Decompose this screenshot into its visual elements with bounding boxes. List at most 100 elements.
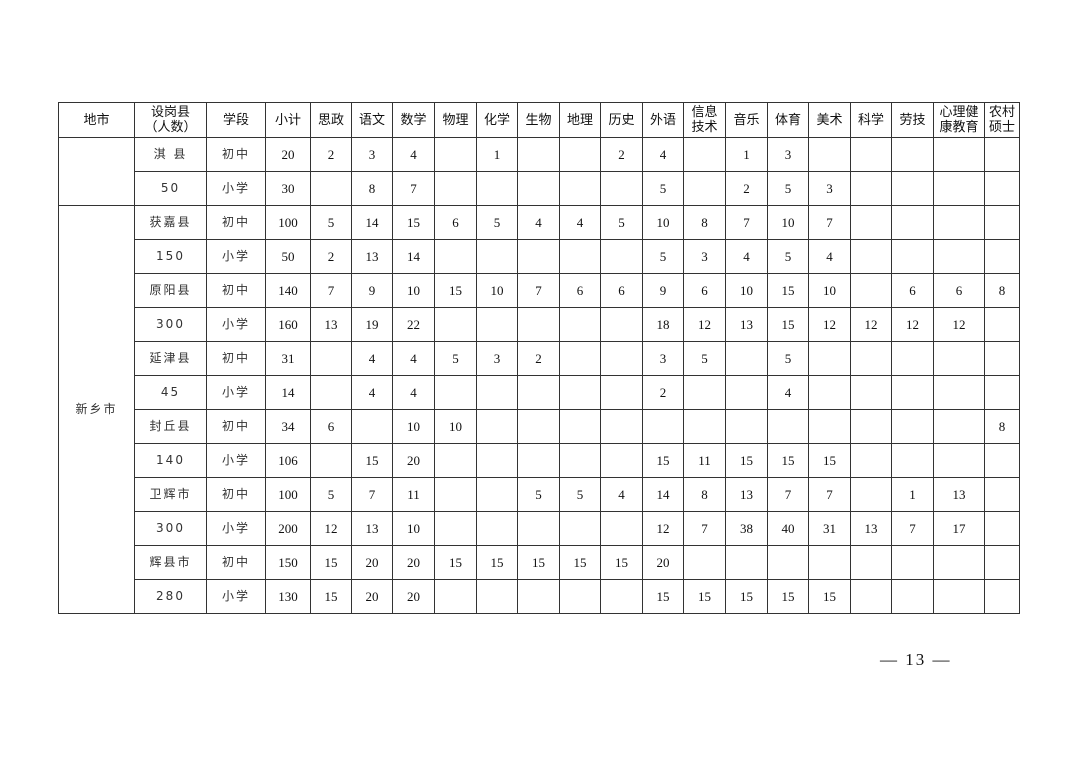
count-cell: 20 bbox=[642, 545, 684, 580]
stage-cell: 小学 bbox=[206, 239, 266, 274]
count-cell: 6 bbox=[600, 273, 643, 308]
table-row: 新乡市 获嘉县 初中 100 5 14 15 6 5 4 4 5 10 8 7 10 7 bbox=[58, 205, 1020, 614]
county-cell: 300 bbox=[134, 511, 207, 546]
header-row: 地市 设岗县（人数） 学段 小计 思政 语文 数学 物理 化学 生物 地理 历史 外语 信息技术 音乐 体育美… bbox=[58, 102, 1020, 138]
count-cell: 10 bbox=[767, 205, 809, 240]
count-cell: 30 bbox=[265, 171, 311, 206]
count-cell: 11 bbox=[392, 477, 435, 512]
count-cell: 2 bbox=[310, 239, 352, 274]
count-cell bbox=[850, 375, 892, 410]
count-cell: 5 bbox=[767, 341, 809, 376]
count-cell bbox=[559, 171, 601, 206]
count-cell bbox=[476, 409, 518, 444]
count-cell bbox=[933, 171, 985, 206]
count-cell bbox=[683, 171, 726, 206]
count-cell bbox=[600, 409, 643, 444]
count-cell: 12 bbox=[891, 307, 934, 342]
count-cell: 14 bbox=[392, 239, 435, 274]
count-cell: 20 bbox=[392, 579, 435, 614]
count-cell bbox=[476, 477, 518, 512]
count-cell: 5 bbox=[642, 239, 684, 274]
column-header: 体育 bbox=[767, 102, 809, 138]
count-cell bbox=[933, 137, 985, 172]
stage-cell: 初中 bbox=[206, 273, 266, 308]
count-cell: 5 bbox=[642, 171, 684, 206]
count-cell bbox=[351, 409, 393, 444]
count-cell bbox=[434, 443, 477, 478]
count-cell: 7 bbox=[310, 273, 352, 308]
count-cell: 13 bbox=[725, 307, 768, 342]
count-cell: 2 bbox=[517, 341, 560, 376]
count-cell: 13 bbox=[351, 239, 393, 274]
table-row: 150 小学 50 2 13 14 5 3 4 5 4 bbox=[59, 239, 1020, 274]
count-cell: 5 bbox=[476, 205, 518, 240]
count-cell: 20 bbox=[351, 545, 393, 580]
column-header: 设岗县（人数） bbox=[134, 102, 207, 138]
stage-cell: 小学 bbox=[206, 579, 266, 614]
count-cell bbox=[310, 171, 352, 206]
count-cell: 10 bbox=[642, 205, 684, 240]
count-cell bbox=[600, 239, 643, 274]
count-cell: 12 bbox=[850, 307, 892, 342]
count-cell bbox=[434, 137, 477, 172]
count-cell bbox=[559, 375, 601, 410]
column-header: 地市 bbox=[58, 102, 135, 138]
count-cell: 5 bbox=[683, 341, 726, 376]
stage-cell: 初中 bbox=[206, 545, 266, 580]
count-cell bbox=[725, 341, 768, 376]
count-cell: 19 bbox=[351, 307, 393, 342]
count-cell: 4 bbox=[600, 477, 643, 512]
count-cell: 14 bbox=[351, 205, 393, 240]
count-cell bbox=[517, 239, 560, 274]
count-cell: 7 bbox=[683, 511, 726, 546]
count-cell: 15 bbox=[683, 579, 726, 614]
count-cell: 1 bbox=[725, 137, 768, 172]
count-cell: 200 bbox=[265, 511, 311, 546]
stage-cell: 小学 bbox=[206, 375, 266, 410]
count-cell: 7 bbox=[351, 477, 393, 512]
count-cell bbox=[933, 239, 985, 274]
count-cell: 7 bbox=[517, 273, 560, 308]
count-cell: 13 bbox=[850, 511, 892, 546]
count-cell: 15 bbox=[767, 443, 809, 478]
count-cell: 10 bbox=[725, 273, 768, 308]
count-cell: 12 bbox=[310, 511, 352, 546]
count-cell bbox=[434, 477, 477, 512]
count-cell bbox=[559, 307, 601, 342]
table-row: 原阳县 初中 140 7 9 10 15 10 7 6 6 9 6 10 15 10 6 6 8 bbox=[59, 273, 1020, 308]
count-cell: 3 bbox=[351, 137, 393, 172]
count-cell: 7 bbox=[767, 477, 809, 512]
count-cell bbox=[984, 443, 1020, 478]
count-cell: 3 bbox=[808, 171, 851, 206]
count-cell bbox=[808, 341, 851, 376]
count-cell: 15 bbox=[808, 579, 851, 614]
count-cell: 10 bbox=[392, 273, 435, 308]
count-cell: 13 bbox=[351, 511, 393, 546]
count-cell bbox=[310, 375, 352, 410]
table-row: 淇 县初中 20 2 3 4 1 2 4 1 3 bbox=[58, 137, 1020, 206]
count-cell bbox=[517, 443, 560, 478]
count-cell bbox=[559, 579, 601, 614]
stage-cell: 小学 bbox=[206, 171, 266, 206]
count-cell: 10 bbox=[392, 511, 435, 546]
count-cell bbox=[984, 375, 1020, 410]
count-cell: 15 bbox=[642, 443, 684, 478]
count-cell: 5 bbox=[767, 171, 809, 206]
count-cell: 3 bbox=[476, 341, 518, 376]
count-cell bbox=[559, 239, 601, 274]
count-cell bbox=[850, 239, 892, 274]
count-cell bbox=[559, 409, 601, 444]
count-cell bbox=[476, 579, 518, 614]
count-cell: 15 bbox=[600, 545, 643, 580]
count-cell: 2 bbox=[642, 375, 684, 410]
column-header: 语文 bbox=[351, 102, 393, 138]
recruitment-table: 地市 设岗县（人数） 学段 小计 思政 语文 数学 物理 化学 生物 地理 历史 外语 信息技术 音乐 体育美… bbox=[58, 102, 1020, 614]
table-row: 300 小学 200 12 13 10 12 7 38 40 31 13 7 17 bbox=[59, 511, 1020, 546]
count-cell: 3 bbox=[642, 341, 684, 376]
count-cell: 4 bbox=[392, 137, 435, 172]
count-cell: 4 bbox=[392, 375, 435, 410]
count-cell bbox=[850, 341, 892, 376]
count-cell bbox=[850, 205, 892, 240]
count-cell: 7 bbox=[808, 205, 851, 240]
count-cell: 15 bbox=[310, 579, 352, 614]
